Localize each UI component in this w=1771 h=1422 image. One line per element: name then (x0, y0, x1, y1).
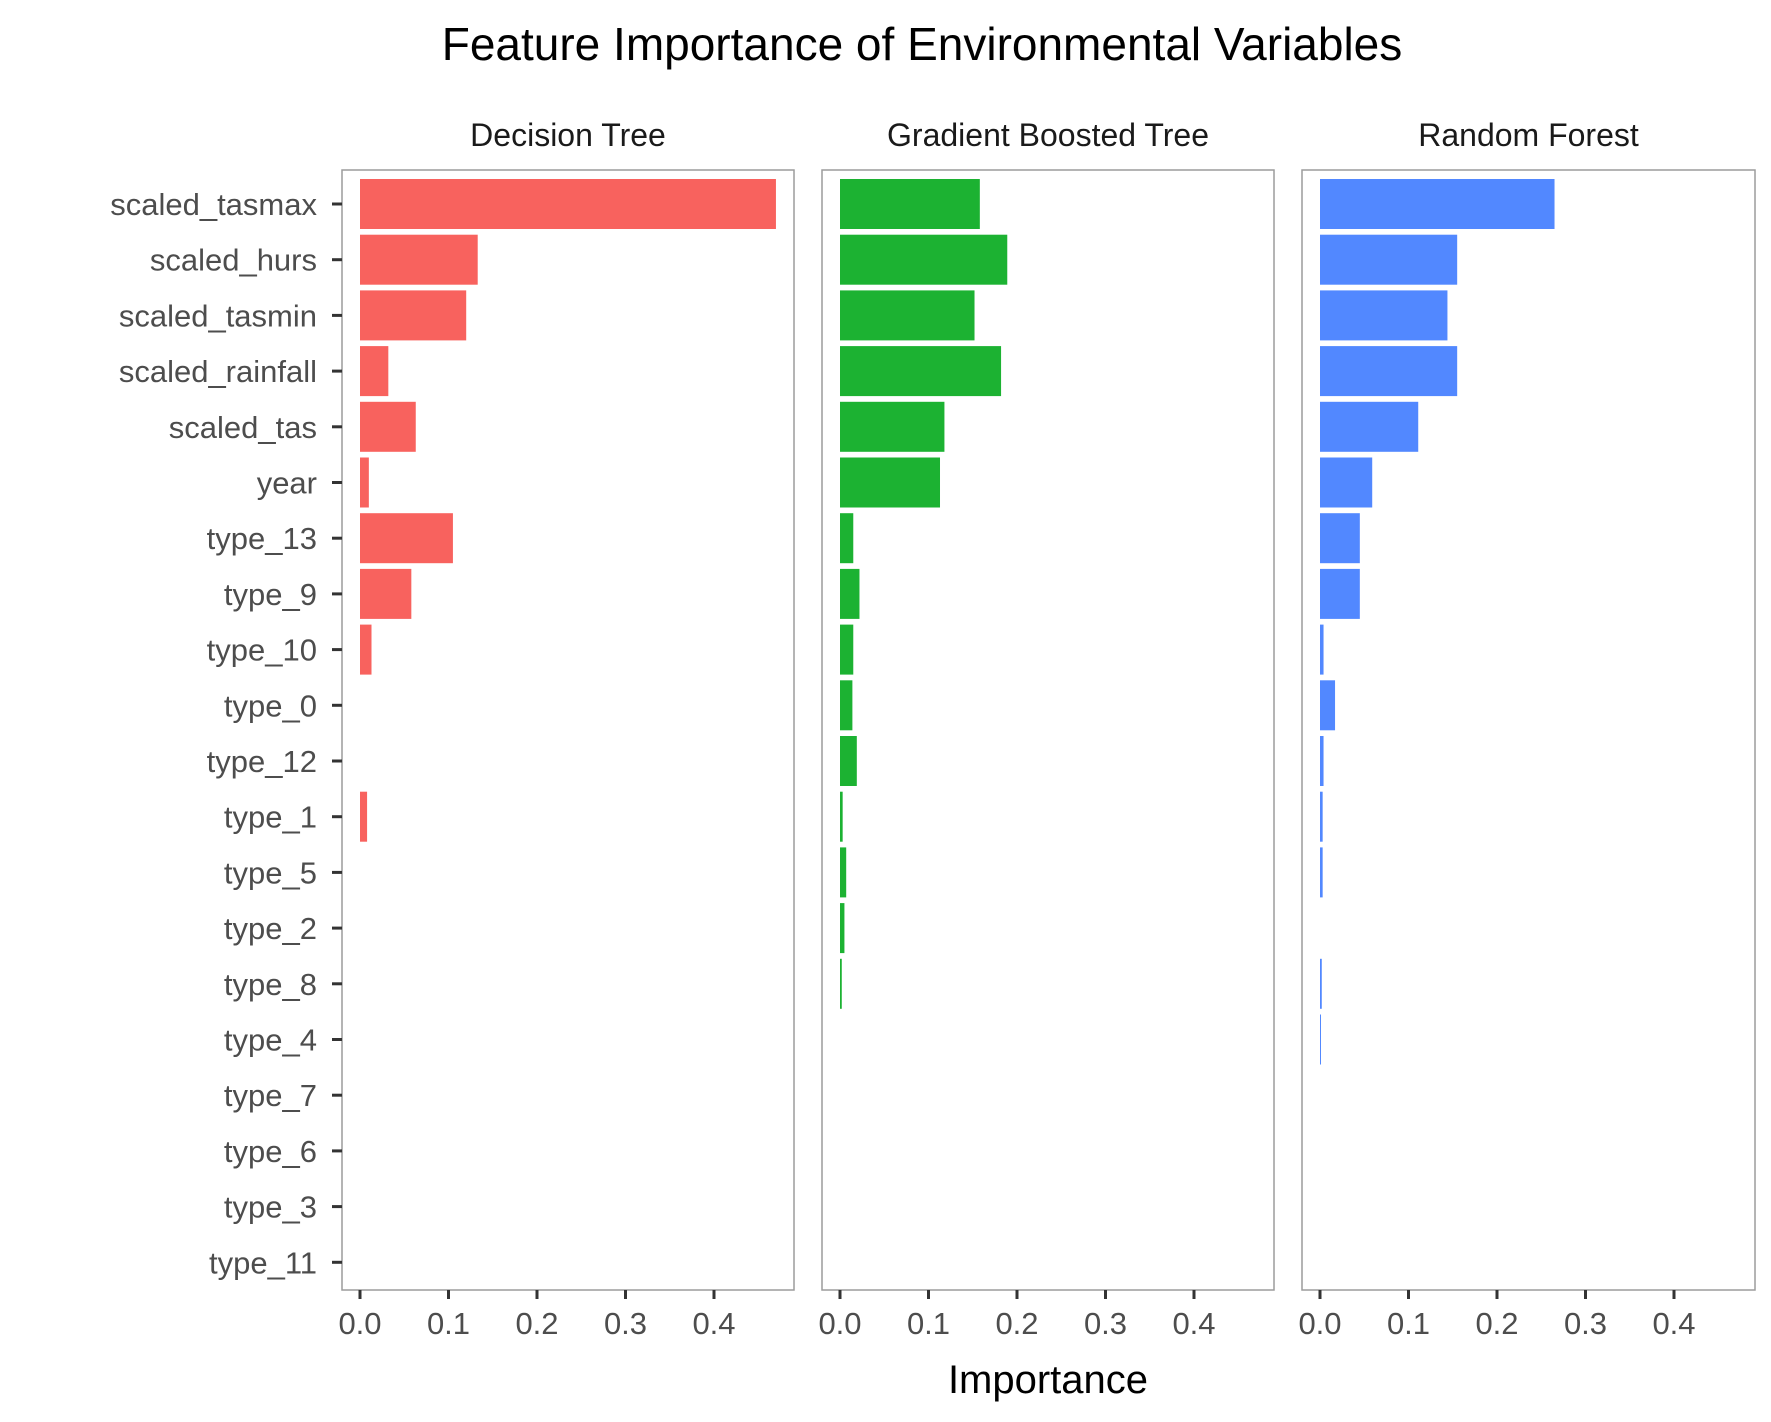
x-tick-label: 0.1 (427, 1306, 470, 1341)
y-tick-label: type_3 (224, 1190, 317, 1225)
bar (1320, 791, 1323, 842)
x-tick-label: 0.4 (692, 1306, 735, 1341)
x-tick-label: 0.3 (1564, 1306, 1607, 1341)
y-tick-label: type_4 (224, 1023, 317, 1058)
bar (840, 903, 845, 954)
y-tick-label: type_8 (224, 967, 317, 1002)
y-tick-label: type_12 (207, 744, 317, 779)
y-tick-label: scaled_hurs (150, 243, 317, 278)
bar (1320, 401, 1419, 452)
x-tick-label: 0.1 (907, 1306, 950, 1341)
bar (1320, 179, 1555, 229)
bar (840, 513, 854, 564)
x-tick-label: 0.1 (1387, 1306, 1430, 1341)
facet-strip-label: Decision Tree (470, 117, 666, 153)
bar (1320, 346, 1458, 397)
bar (840, 736, 857, 786)
x-tick-label: 0.0 (818, 1306, 861, 1341)
x-tick-label: 0.2 (995, 1306, 1038, 1341)
bar (360, 791, 368, 842)
y-tick-label: type_0 (224, 688, 317, 723)
chart-title: Feature Importance of Environmental Vari… (442, 18, 1403, 70)
bar (840, 958, 842, 1009)
bar (1320, 680, 1336, 731)
bar (840, 290, 975, 341)
bar (840, 401, 945, 452)
bar (840, 234, 1008, 285)
bar (1320, 290, 1448, 341)
bar (840, 624, 854, 675)
bar (840, 568, 860, 619)
bar (360, 179, 776, 229)
y-tick-label: scaled_rainfall (119, 354, 317, 389)
bar (1320, 568, 1360, 619)
bar (1320, 847, 1323, 898)
x-tick-label: 0.4 (1172, 1306, 1215, 1341)
x-tick-label: 0.2 (1475, 1306, 1518, 1341)
bar (1320, 234, 1458, 285)
bar (840, 847, 847, 898)
bar (360, 290, 467, 341)
y-tick-label: year (257, 466, 317, 501)
bar (360, 457, 369, 508)
y-tick-label: type_1 (224, 800, 317, 835)
y-tick-label: scaled_tasmax (110, 187, 317, 222)
bar (840, 680, 853, 731)
bar (840, 179, 980, 229)
bar (360, 346, 389, 397)
x-tick-label: 0.3 (604, 1306, 647, 1341)
bar (840, 457, 941, 508)
bar (1320, 457, 1373, 508)
bar (1320, 513, 1360, 564)
y-tick-label: scaled_tas (169, 410, 317, 445)
y-tick-label: type_13 (207, 521, 317, 556)
bar (360, 568, 412, 619)
bar (360, 624, 372, 675)
bar (360, 401, 416, 452)
y-tick-label: type_10 (207, 633, 317, 668)
facet-strip-label: Random Forest (1418, 117, 1639, 153)
x-tick-label: 0.3 (1084, 1306, 1127, 1341)
facet-strip-label: Gradient Boosted Tree (887, 117, 1209, 153)
bar (1320, 958, 1322, 1009)
bar (360, 513, 453, 564)
bar (840, 791, 843, 842)
bar (1320, 1014, 1321, 1065)
bar (840, 346, 1002, 397)
y-tick-label: type_5 (224, 855, 317, 890)
bar (360, 234, 478, 285)
x-tick-label: 0.0 (338, 1306, 381, 1341)
y-tick-label: type_7 (224, 1078, 317, 1113)
y-tick-label: type_2 (224, 911, 317, 946)
y-tick-label: type_11 (209, 1245, 317, 1280)
x-axis-label: Importance (948, 1358, 1148, 1402)
y-tick-label: type_6 (224, 1134, 317, 1169)
x-tick-label: 0.4 (1652, 1306, 1695, 1341)
y-tick-label: scaled_tasmin (119, 298, 317, 333)
bar (1320, 736, 1324, 786)
bar (1320, 624, 1324, 675)
x-tick-label: 0.2 (515, 1306, 558, 1341)
x-tick-label: 0.0 (1298, 1306, 1341, 1341)
y-tick-label: type_9 (224, 577, 317, 612)
panel-frame (341, 169, 795, 1291)
